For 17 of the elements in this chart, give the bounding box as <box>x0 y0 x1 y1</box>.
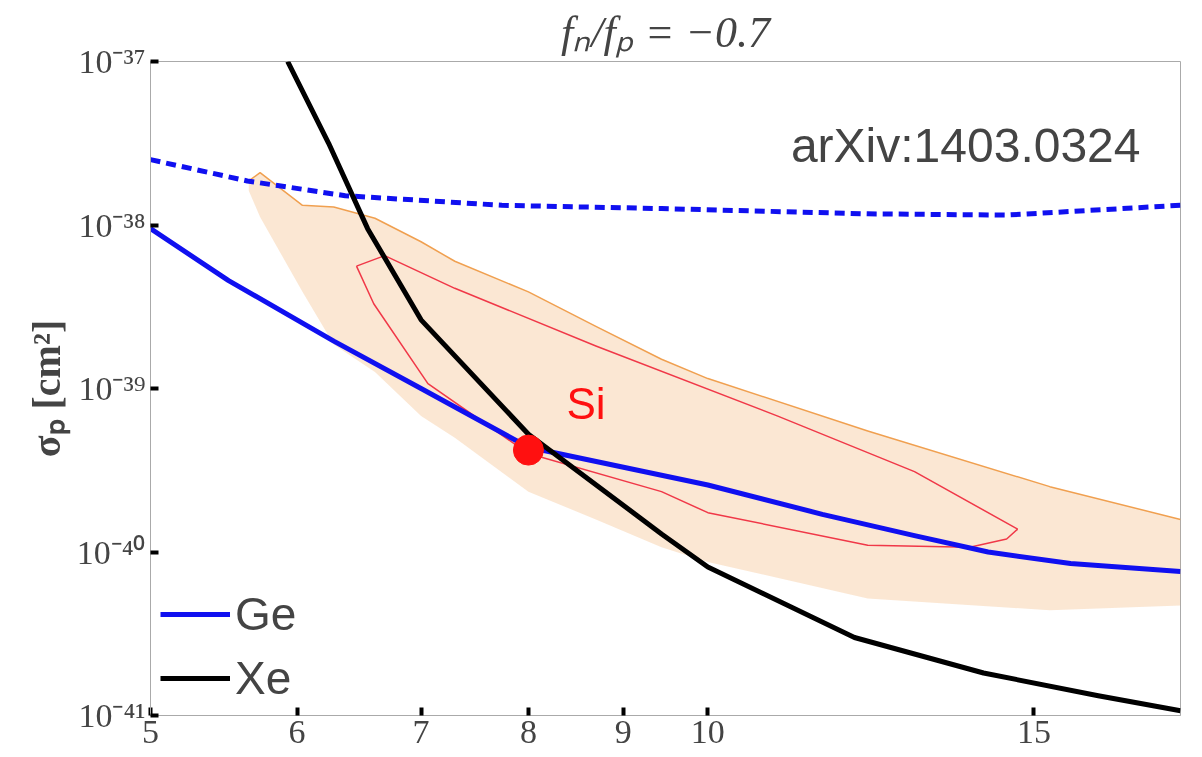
y-tick-label: 10⁻³⁹ <box>78 370 146 407</box>
y-tick-label: 10⁻⁴⁰ <box>76 533 146 571</box>
x-tick-label: 9 <box>614 712 632 750</box>
chart-title: fₙ/fₚ = −0.7 <box>560 7 773 58</box>
series-label: Si <box>566 379 606 429</box>
legend-label: Xe <box>235 651 292 705</box>
x-tick-label: 5 <box>142 712 159 750</box>
x-tick-label: 6 <box>288 712 306 750</box>
y-tick-label: 10⁻³⁷ <box>78 43 146 80</box>
annotation: arXiv:1403.0324 <box>790 118 1141 172</box>
x-tick-label: 10 <box>690 712 725 750</box>
x-tick-label: 8 <box>519 712 537 750</box>
x-tick-label: 15 <box>1016 712 1051 750</box>
legend-label: Ge <box>235 587 297 641</box>
y-tick-label: 10⁻³⁸ <box>78 206 146 244</box>
x-tick-label: 7 <box>412 712 430 750</box>
y-axis-title: σₚ [cm²] <box>23 319 71 458</box>
